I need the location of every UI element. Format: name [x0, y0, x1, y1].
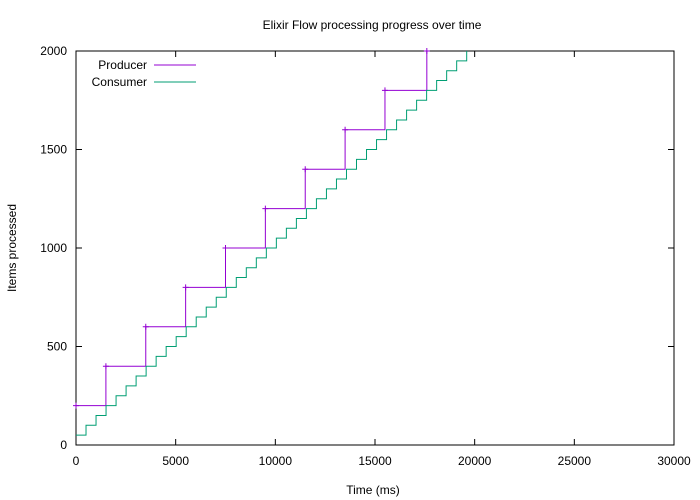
x-tick-label: 0 — [73, 454, 80, 468]
legend: Producer Consumer — [92, 58, 196, 89]
x-tick-label: 25000 — [558, 454, 592, 468]
producer-point — [342, 126, 349, 133]
y-tick-label: 500 — [47, 340, 67, 354]
producer-point — [423, 48, 430, 54]
producer-point — [262, 205, 269, 212]
x-tick-label: 20000 — [458, 454, 492, 468]
x-tick-label: 15000 — [358, 454, 392, 468]
producer-point — [73, 402, 79, 409]
x-tick-label: 30000 — [657, 454, 691, 468]
producer-series-line — [76, 51, 428, 407]
legend-label: Producer — [98, 58, 147, 72]
producer-point — [302, 166, 309, 173]
producer-point — [222, 245, 229, 251]
y-tick-label: 2000 — [40, 44, 67, 58]
x-axis-label: Time (ms) — [346, 483, 400, 497]
chart-title: Elixir Flow processing progress over tim… — [263, 18, 482, 32]
plot-frame — [75, 50, 675, 446]
producer-point — [142, 323, 149, 330]
producer-point — [381, 87, 388, 94]
producer-point — [182, 284, 189, 291]
producer-point — [102, 363, 109, 370]
consumer-series-line — [76, 51, 468, 436]
y-tick-label: 1500 — [40, 143, 67, 157]
x-tick-label: 5000 — [162, 454, 189, 468]
y-tick-label: 0 — [60, 438, 67, 452]
y-tick-label: 1000 — [40, 241, 67, 255]
legend-label: Consumer — [92, 75, 147, 89]
x-tick-label: 10000 — [259, 454, 293, 468]
y-axis-label: Items processed — [5, 204, 19, 292]
plot-area: 0 5000 10000 15000 20000 25000 30000 0 500 1000 15… — [40, 44, 691, 468]
